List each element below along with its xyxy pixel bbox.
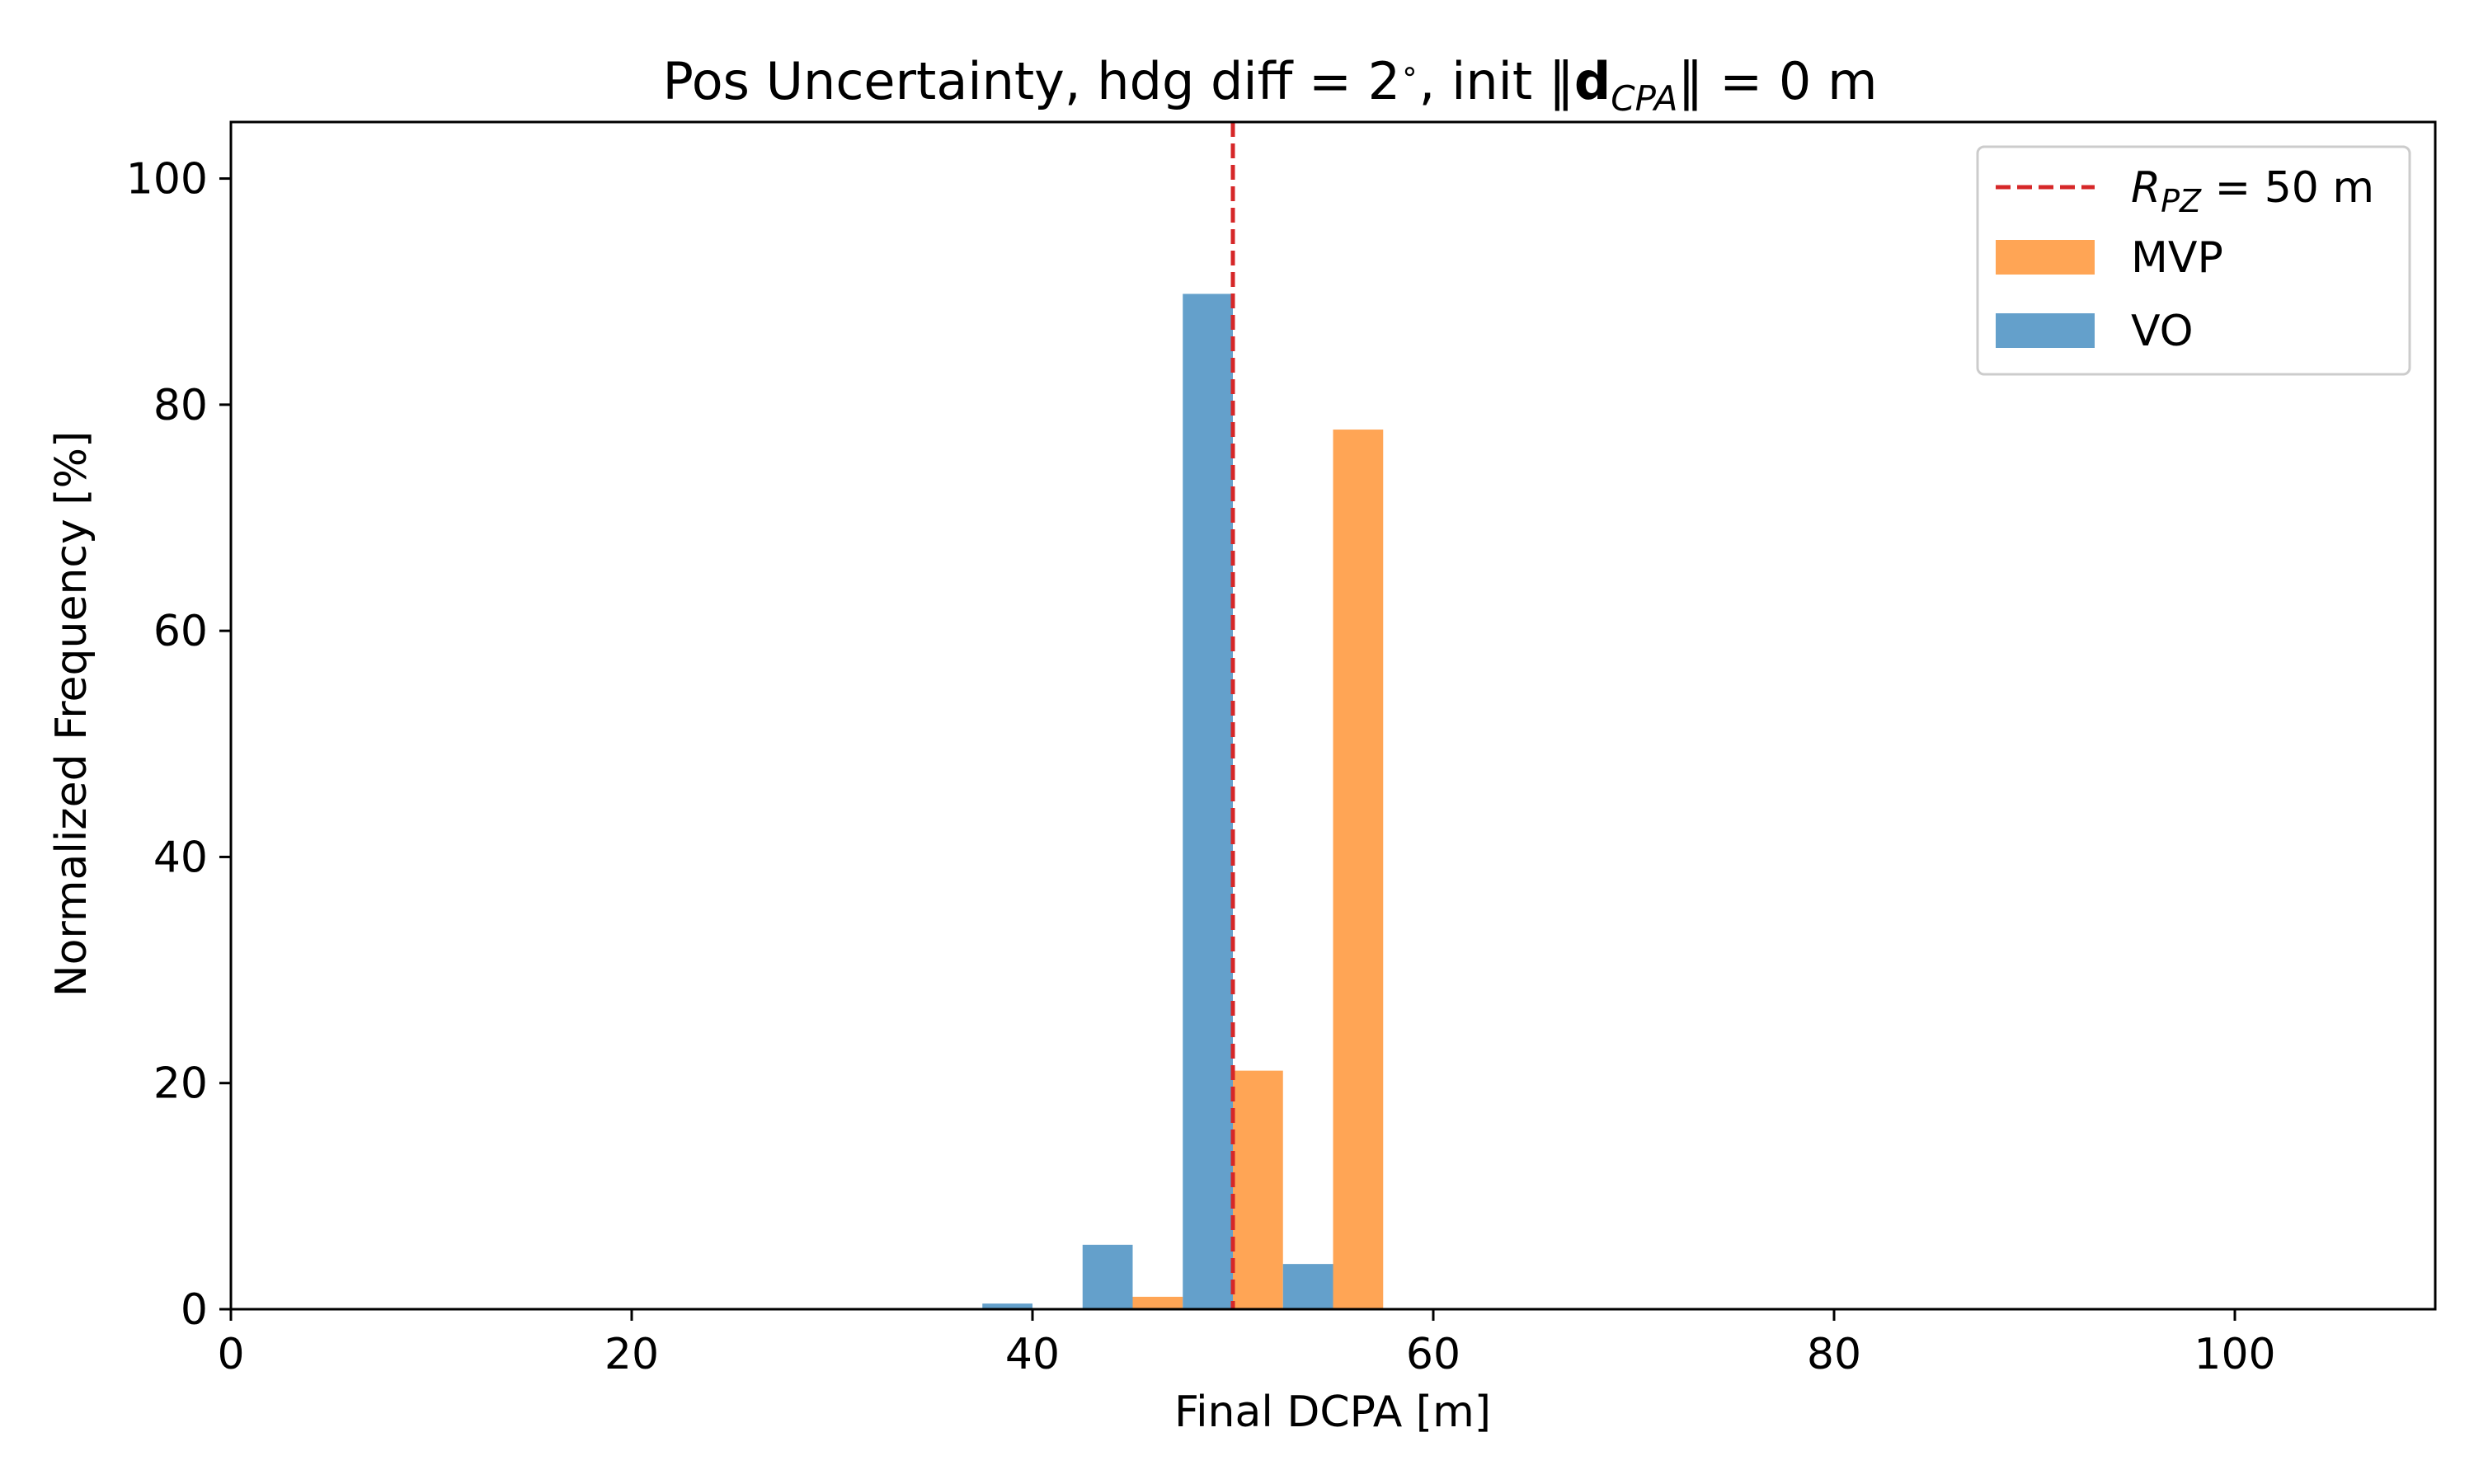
title-bold: d bbox=[1574, 51, 1611, 111]
x-tick-label: 60 bbox=[1406, 1330, 1460, 1379]
title-middle: , init ‖ bbox=[1419, 51, 1574, 112]
legend: RPZ = 50 m MVP VO bbox=[1976, 145, 2411, 376]
x-tick-label: 0 bbox=[217, 1330, 244, 1379]
legend-refline-var: R bbox=[2131, 163, 2161, 213]
y-tick-label: 60 bbox=[153, 607, 208, 656]
x-tick-label: 20 bbox=[604, 1330, 659, 1379]
bar-vo-3 bbox=[1282, 1264, 1333, 1309]
x-tick-label: 100 bbox=[2194, 1330, 2275, 1379]
bar-mvp-0 bbox=[1132, 1296, 1183, 1309]
x-axis-label: Final DCPA [m] bbox=[1174, 1388, 1491, 1437]
legend-refline-rest: = 50 m bbox=[2201, 163, 2374, 213]
legend-label-vo: VO bbox=[2131, 307, 2194, 356]
y-tick-label: 0 bbox=[181, 1285, 208, 1335]
title-degree: ∘ bbox=[1400, 54, 1419, 88]
title-prefix: Pos Uncertainty, hdg diff = 2 bbox=[663, 51, 1401, 111]
y-tick-label: 20 bbox=[153, 1059, 208, 1109]
series-mvp bbox=[1132, 430, 1384, 1309]
bar-vo-2 bbox=[1183, 294, 1233, 1309]
bar-mvp-1 bbox=[1233, 1070, 1283, 1309]
legend-swatch-vo bbox=[1996, 313, 2095, 348]
legend-label-mvp: MVP bbox=[2131, 233, 2223, 283]
y-axis-label: Normalized Frequency [%] bbox=[47, 431, 96, 998]
legend-label-refline: RPZ = 50 m bbox=[2131, 163, 2374, 219]
x-tick-label: 40 bbox=[1005, 1330, 1060, 1379]
plot-frame bbox=[229, 120, 2437, 1311]
y-tick-label: 40 bbox=[153, 833, 208, 882]
y-tick-label: 80 bbox=[153, 381, 208, 430]
legend-refline-sub: PZ bbox=[2161, 183, 2202, 219]
bar-vo-1 bbox=[1082, 1244, 1133, 1309]
chart-title: Pos Uncertainty, hdg diff = 2∘, init ‖dC… bbox=[663, 51, 1878, 119]
legend-swatch-mvp bbox=[1996, 240, 2095, 275]
bar-vo-0 bbox=[982, 1303, 1032, 1309]
series-vo bbox=[982, 294, 1333, 1309]
bar-mvp-2 bbox=[1333, 430, 1384, 1309]
bars-layer bbox=[982, 294, 1384, 1309]
x-tick-label: 80 bbox=[1807, 1330, 1861, 1379]
title-suffix: ‖ = 0 m bbox=[1678, 51, 1878, 112]
y-tick-label: 100 bbox=[126, 155, 208, 204]
title-subscript: CPA bbox=[1611, 78, 1677, 119]
axes-layer: 0 20 40 60 80 100 0 20 40 60 80 100 bbox=[126, 120, 2437, 1379]
